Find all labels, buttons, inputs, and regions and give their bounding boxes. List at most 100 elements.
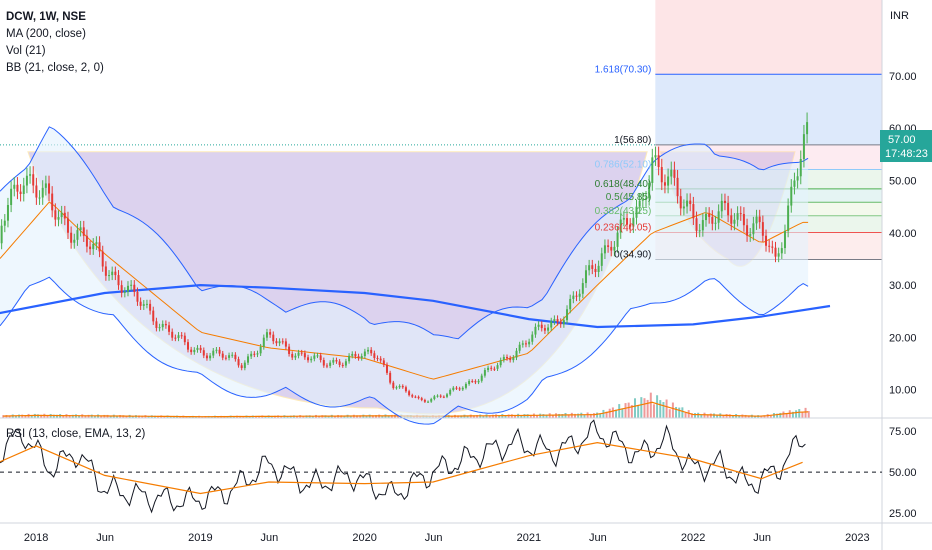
volume-bar — [545, 414, 548, 418]
volume-bar — [662, 401, 665, 418]
candle-body — [310, 358, 313, 361]
volume-bar — [491, 414, 494, 418]
volume-bar — [286, 415, 289, 418]
candle-body — [48, 183, 51, 194]
volume-bar — [296, 416, 299, 418]
volume-bar — [381, 416, 384, 418]
volume-bar — [561, 414, 564, 418]
candle-body — [329, 362, 332, 366]
candle-body — [108, 275, 111, 277]
candle-body — [562, 320, 565, 325]
candle-body — [234, 354, 237, 360]
volume-bar — [618, 404, 621, 418]
candle-body — [768, 245, 771, 247]
candle-body — [168, 325, 171, 332]
candle-body — [547, 327, 550, 331]
candle-body — [679, 196, 682, 209]
volume-bar — [536, 415, 539, 418]
candle-body — [155, 321, 158, 328]
candle-body — [524, 343, 527, 345]
time-axis-tick: 2023 — [845, 532, 869, 544]
candle-body — [265, 332, 268, 338]
time-axis-tick: 2020 — [352, 532, 376, 544]
candle-body — [452, 387, 455, 390]
candle-body — [76, 230, 79, 240]
candle-body — [644, 198, 647, 200]
candle-body — [597, 265, 600, 273]
volume-bar — [697, 412, 700, 418]
candle-body — [749, 234, 752, 236]
candle-body — [408, 391, 411, 396]
candle-body — [506, 357, 509, 359]
candle-body — [57, 217, 60, 220]
symbol-legend[interactable]: DCW, 1W, NSE — [6, 11, 86, 23]
candle-body — [635, 206, 638, 218]
candle-body — [152, 310, 155, 322]
candle-body — [104, 266, 107, 276]
candle-body — [79, 227, 82, 231]
candle-body — [746, 225, 749, 236]
candle-body — [619, 219, 622, 233]
volume-bar — [776, 413, 779, 418]
candle-body — [10, 188, 13, 205]
volume-bar — [93, 415, 96, 418]
volume-bar — [652, 404, 655, 418]
volume-legend[interactable]: Vol (21) — [6, 45, 46, 57]
candle-body — [584, 270, 587, 284]
candle-body — [739, 213, 742, 215]
rsi-legend[interactable]: RSI (13, close, EMA, 13, 2) — [6, 428, 146, 440]
candle-body — [537, 324, 540, 327]
bollinger-bands — [0, 126, 809, 425]
candle-body — [777, 253, 780, 257]
volume-bar — [700, 414, 703, 418]
volume-bar — [371, 415, 374, 418]
volume-bar — [397, 415, 400, 418]
candle-body — [518, 344, 521, 351]
candle-body — [171, 331, 174, 338]
candle-body — [790, 186, 793, 206]
volume-bar — [637, 405, 640, 418]
bb-fill — [0, 126, 809, 425]
candle-body — [581, 283, 584, 294]
price-series — [0, 112, 809, 403]
bb-legend[interactable]: BB (21, close, 2, 0) — [6, 62, 104, 74]
candle-body — [553, 319, 556, 322]
volume-bar — [665, 399, 668, 418]
volume-bar — [356, 415, 359, 418]
candle-body — [29, 174, 32, 176]
candle-body — [705, 213, 708, 221]
volume-bar — [788, 410, 791, 418]
candle-body — [51, 193, 54, 211]
candle-body — [344, 361, 347, 366]
volume-bar — [466, 416, 469, 418]
candle-body — [622, 218, 625, 220]
candle-body — [237, 359, 240, 366]
candle-body — [774, 247, 777, 257]
candle-body — [689, 200, 692, 205]
price-axis-tick: 30.00 — [889, 280, 917, 292]
candle-body — [793, 180, 796, 187]
candle-body — [250, 353, 253, 357]
volume-bar — [791, 411, 794, 418]
volume-bar — [605, 411, 608, 418]
candle-body — [458, 388, 461, 390]
candle-body — [389, 372, 392, 383]
candle-body — [35, 185, 38, 198]
candle-body — [727, 203, 730, 216]
candle-body — [411, 395, 414, 397]
candle-body — [224, 357, 227, 359]
volume-bar — [510, 414, 513, 418]
candle-body — [360, 356, 363, 359]
volume-bar — [125, 415, 128, 418]
candle-body — [670, 169, 673, 177]
candle-body — [322, 360, 325, 366]
fibonacci-labels: 1.618(70.30) 1(56.80) 0.786(52.10) 0.618(48… — [595, 64, 652, 260]
candle-body — [559, 321, 562, 325]
candle-body — [420, 398, 423, 400]
candle-body — [433, 396, 436, 400]
volume-bar — [526, 414, 529, 418]
candle-body — [752, 223, 755, 235]
ma-legend[interactable]: MA (200, close) — [6, 28, 86, 40]
candle-body — [490, 367, 493, 369]
